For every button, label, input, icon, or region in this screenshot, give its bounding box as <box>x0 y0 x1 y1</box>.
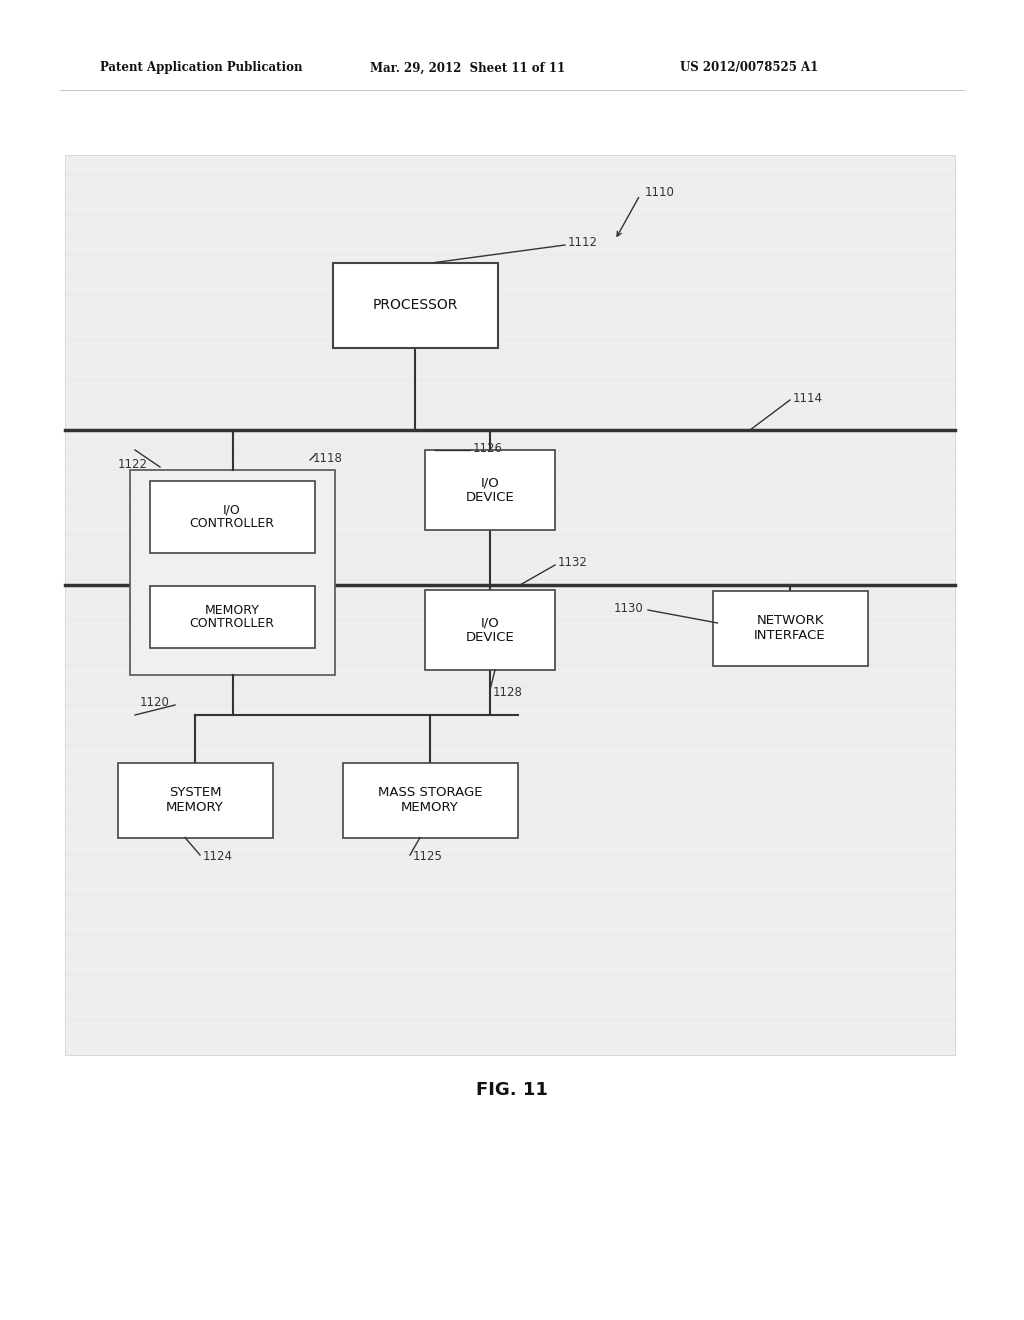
Text: US 2012/0078525 A1: US 2012/0078525 A1 <box>680 62 818 74</box>
Text: Mar. 29, 2012  Sheet 11 of 11: Mar. 29, 2012 Sheet 11 of 11 <box>370 62 565 74</box>
Bar <box>150 586 314 648</box>
Text: MEMORY: MEMORY <box>166 801 224 813</box>
Bar <box>425 450 555 531</box>
Text: 1114: 1114 <box>793 392 823 404</box>
Text: SYSTEM: SYSTEM <box>169 787 221 800</box>
Text: MASS STORAGE: MASS STORAGE <box>378 787 482 800</box>
Bar <box>425 590 555 671</box>
Text: 1126: 1126 <box>473 441 503 454</box>
Text: INTERFACE: INTERFACE <box>755 628 825 642</box>
Bar <box>333 263 498 347</box>
Text: I/O: I/O <box>480 477 500 490</box>
Text: 1110: 1110 <box>645 186 675 198</box>
Text: DEVICE: DEVICE <box>466 491 514 504</box>
Text: 1124: 1124 <box>203 850 233 863</box>
Text: 1125: 1125 <box>413 850 442 863</box>
Bar <box>130 470 335 675</box>
Text: CONTROLLER: CONTROLLER <box>189 618 274 630</box>
Text: 1120: 1120 <box>140 697 170 710</box>
Text: 1130: 1130 <box>613 602 643 615</box>
Text: FIG. 11: FIG. 11 <box>476 1081 548 1100</box>
Text: CONTROLLER: CONTROLLER <box>189 517 274 531</box>
Text: I/O: I/O <box>480 616 500 630</box>
Text: 1128: 1128 <box>493 685 523 698</box>
Bar <box>118 763 272 837</box>
Text: NETWORK: NETWORK <box>757 614 823 627</box>
Bar <box>342 763 517 837</box>
Text: I/O: I/O <box>223 504 241 516</box>
Text: DEVICE: DEVICE <box>466 631 514 644</box>
Text: 1112: 1112 <box>568 235 598 248</box>
Text: PROCESSOR: PROCESSOR <box>373 298 458 312</box>
Text: 1132: 1132 <box>558 557 588 569</box>
Bar <box>150 480 314 553</box>
Bar <box>65 154 955 1055</box>
Text: 1118: 1118 <box>313 451 343 465</box>
Bar <box>713 590 867 665</box>
Text: 1122: 1122 <box>118 458 148 471</box>
Text: MEMORY: MEMORY <box>401 801 459 813</box>
Text: Patent Application Publication: Patent Application Publication <box>100 62 302 74</box>
Text: MEMORY: MEMORY <box>205 603 259 616</box>
